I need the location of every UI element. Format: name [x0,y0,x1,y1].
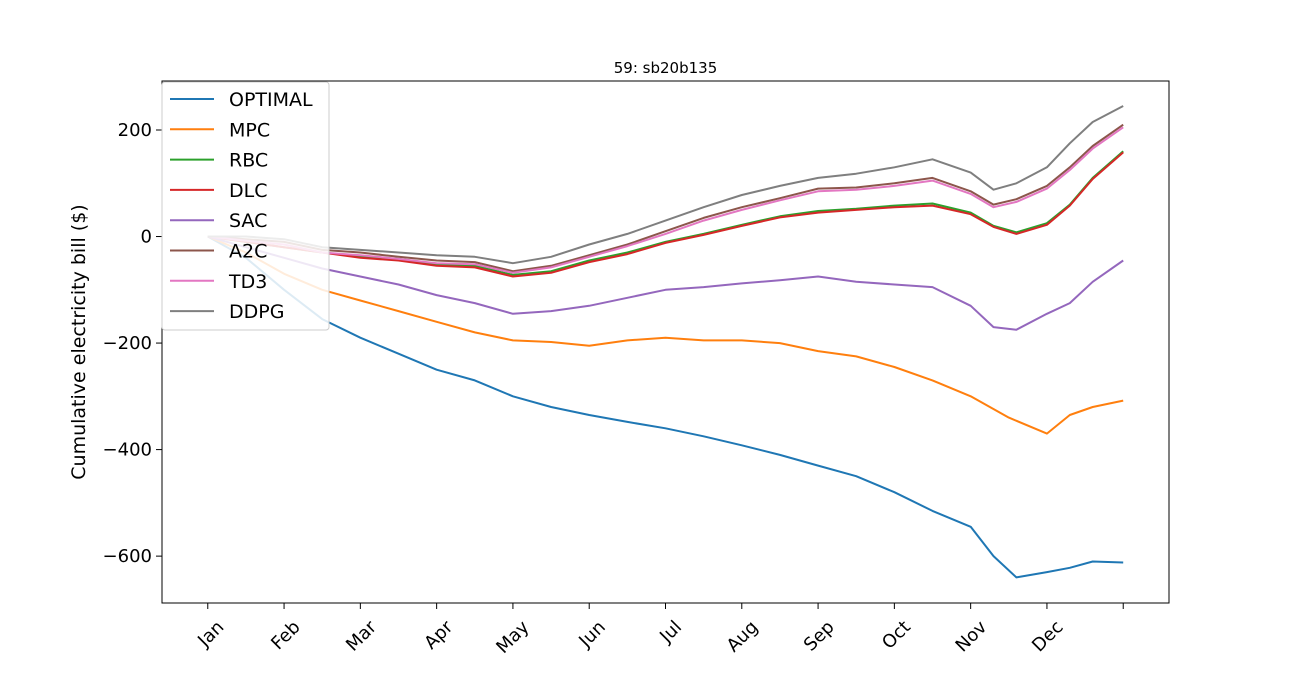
y-tick-label: −400 [103,440,152,461]
x-tick-label: Dec [1028,617,1067,656]
y-axis: −600 −400 −200 0 200 [103,120,162,567]
legend-box [161,81,330,331]
x-tick-label: Apr [420,616,457,653]
y-tick-label: 200 [118,120,152,141]
legend-label: SAC [229,210,267,232]
plot-area [207,105,1124,579]
legend-label: OPTIMAL [229,89,313,111]
series-line-a2c [207,123,1124,273]
x-tick-label: Feb [267,617,304,654]
x-tick-label: May [492,616,533,657]
legend-label: DDPG [229,301,284,323]
x-tick-label: Jul [655,617,686,648]
series-line-ddpg [207,105,1124,265]
legend-label: DLC [229,180,267,202]
legend-label: A2C [229,241,267,263]
series-line-sac [207,235,1124,331]
series-line-dlc [207,151,1124,278]
legend-label: TD3 [228,271,267,293]
series-line-mpc [207,235,1124,435]
x-axis: Jan Feb Mar Apr May Jun Jul Aug Sep Oct Nov Dec [193,603,1124,658]
series-line-optimal [207,235,1124,579]
y-tick-label: −600 [103,546,152,567]
legend-label: RBC [229,150,268,172]
y-axis-label: Cumulative electricity bill ($) [68,204,90,479]
x-tick-label: Jun [574,617,609,652]
series-line-td3 [207,126,1124,274]
legend-label: MPC [229,119,270,141]
x-tick-label: Oct [878,617,915,654]
x-tick-label: Mar [342,616,381,655]
y-tick-label: 0 [141,227,152,248]
y-tick-label: −200 [103,333,152,354]
x-tick-label: Jan [193,617,228,652]
x-tick-label: Nov [952,616,992,656]
legend: OPTIMAL MPC RBC DLC SAC A2C TD3 DDPG [161,81,330,331]
x-tick-label: Sep [800,617,839,656]
chart-title: 59: sb20b135 [614,59,717,77]
x-tick-label: Aug [723,617,763,657]
